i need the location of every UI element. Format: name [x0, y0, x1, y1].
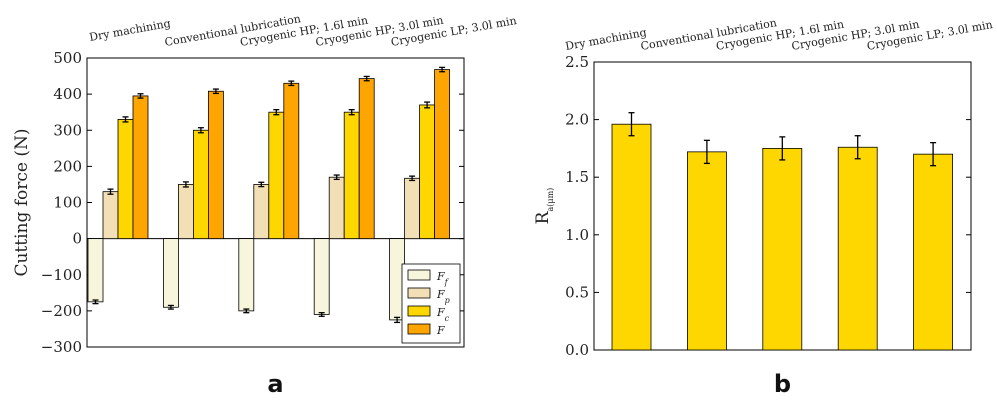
y-tick-label: 400: [53, 85, 82, 103]
y-tick-label: 2.5: [565, 53, 589, 71]
y-tick-label: 1.5: [565, 168, 589, 186]
bar: [132, 95, 149, 240]
bar: [102, 191, 119, 240]
y-tick-label: 100: [53, 194, 82, 212]
y-tick-label: 0: [72, 230, 82, 248]
bar: [268, 111, 285, 240]
y-tick-label: 500: [53, 49, 82, 67]
bar: [253, 184, 270, 240]
legend-entry: Ff: [436, 270, 450, 287]
bar: [192, 129, 209, 240]
bar: [283, 82, 300, 240]
legend-swatch: [407, 305, 431, 317]
y-tick-label: −100: [41, 266, 82, 284]
y-axis-label: Cutting force (N): [12, 128, 32, 276]
bar: [611, 123, 652, 351]
legend-swatch: [407, 269, 431, 281]
y-tick-label: 0.0: [565, 341, 589, 359]
bar: [313, 238, 330, 315]
bar: [328, 176, 345, 240]
bar: [913, 153, 953, 351]
category-label: Dry machining: [564, 26, 647, 53]
legend-entry: Fc: [436, 306, 450, 323]
legend-swatch: [407, 287, 431, 299]
bar: [117, 119, 134, 240]
bar: [238, 238, 255, 312]
legend-entry: F: [436, 324, 445, 337]
y-tick-label: −200: [41, 302, 82, 320]
bar: [419, 104, 436, 240]
panel-a-cutting-force: −300 −200 −100 0 100 200 300 400 500 Dry machinin…: [12, 12, 518, 398]
bar: [162, 238, 179, 308]
bar: [343, 111, 360, 240]
y-tick-label: 1.0: [565, 226, 589, 244]
y-tick-label: 300: [53, 121, 82, 139]
y-axis-label: Ra(μm): [533, 188, 555, 225]
bar: [434, 69, 451, 240]
bar: [687, 151, 727, 351]
panel-letter: b: [774, 370, 791, 398]
y-tick-label: −300: [41, 338, 82, 356]
bar: [87, 238, 104, 303]
bar: [207, 90, 224, 240]
bar: [358, 78, 375, 240]
y-tick-label: 200: [53, 157, 82, 175]
panel-letter: a: [267, 370, 283, 398]
category-label: Dry machining: [88, 17, 171, 44]
legend-entry: Fp: [436, 288, 450, 305]
legend-swatch: [407, 323, 431, 335]
y-tick-label: 2.0: [565, 111, 589, 129]
y-tick-label: 0.5: [565, 283, 589, 301]
bar: [837, 146, 878, 351]
bar: [404, 177, 421, 240]
bar: [177, 184, 194, 240]
bar: [762, 147, 803, 351]
